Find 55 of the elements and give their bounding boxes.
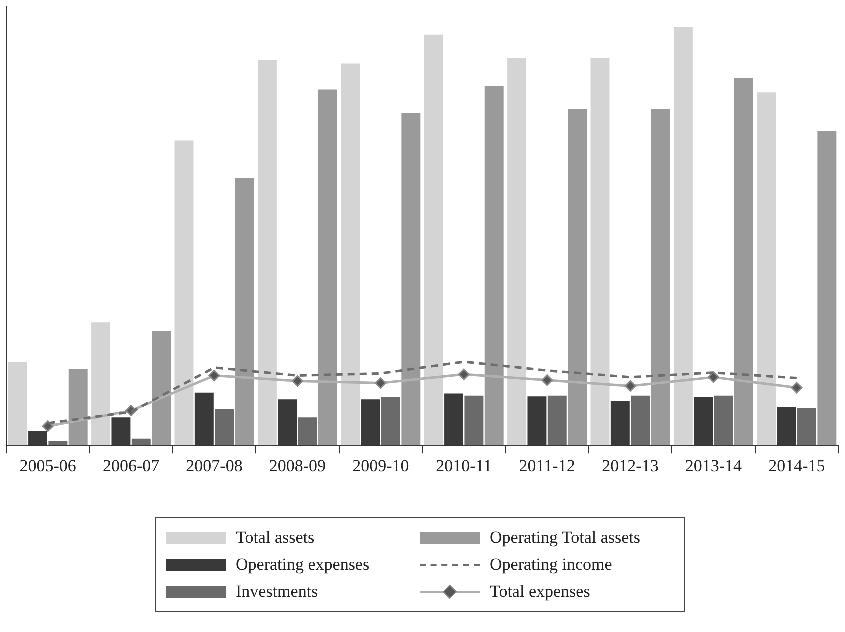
bar <box>568 108 588 446</box>
bar <box>382 398 400 446</box>
point <box>208 370 220 382</box>
bar <box>152 331 172 446</box>
point <box>42 420 54 432</box>
bar <box>215 409 234 446</box>
point <box>375 378 387 390</box>
x-tick-label: 2009-10 <box>352 456 410 476</box>
point <box>458 368 470 380</box>
legend-label: Total expenses <box>490 582 590 602</box>
point <box>624 380 636 392</box>
x-tick-label: 2010-11 <box>436 456 492 476</box>
x-tick-label: 2008-09 <box>269 456 326 476</box>
legend-label: Operating income <box>490 554 612 574</box>
bar <box>508 58 527 446</box>
legend-label: Operating expenses <box>236 554 370 574</box>
point <box>791 382 803 394</box>
bar <box>8 362 28 446</box>
bar <box>798 408 816 446</box>
legend-label: Operating Total assets <box>490 528 641 548</box>
bar <box>174 140 194 446</box>
bar <box>548 396 567 446</box>
legend-label: Investments <box>236 582 318 602</box>
point <box>708 372 720 384</box>
legend-label: Total assets <box>236 528 315 548</box>
bar <box>298 418 318 446</box>
bar <box>484 86 504 446</box>
x-tick-label: 2012-13 <box>602 456 659 476</box>
bar <box>757 92 776 446</box>
bar <box>590 58 610 446</box>
x-tick-label: 2013-14 <box>685 456 743 476</box>
x-tick-label: 2006-07 <box>102 456 160 476</box>
bar <box>132 438 151 446</box>
bar <box>318 90 338 446</box>
bar <box>464 396 484 446</box>
bar <box>235 178 254 446</box>
bar <box>734 78 754 446</box>
x-tick-label: 2007-08 <box>186 456 243 476</box>
bar <box>714 396 734 446</box>
point <box>542 374 554 386</box>
bar <box>402 114 421 446</box>
x-tick-label: 2014-15 <box>768 456 826 476</box>
bar <box>424 34 444 446</box>
bar <box>818 131 837 446</box>
bar <box>674 27 693 446</box>
bar <box>341 64 360 446</box>
point <box>292 375 304 387</box>
bar <box>48 441 68 446</box>
x-tick-label: 2011-12 <box>519 456 576 476</box>
bar <box>68 369 88 446</box>
bar <box>651 108 670 446</box>
bar <box>92 322 111 446</box>
bar <box>631 396 650 446</box>
bar <box>258 60 277 446</box>
x-tick-label: 2005-06 <box>20 456 76 476</box>
